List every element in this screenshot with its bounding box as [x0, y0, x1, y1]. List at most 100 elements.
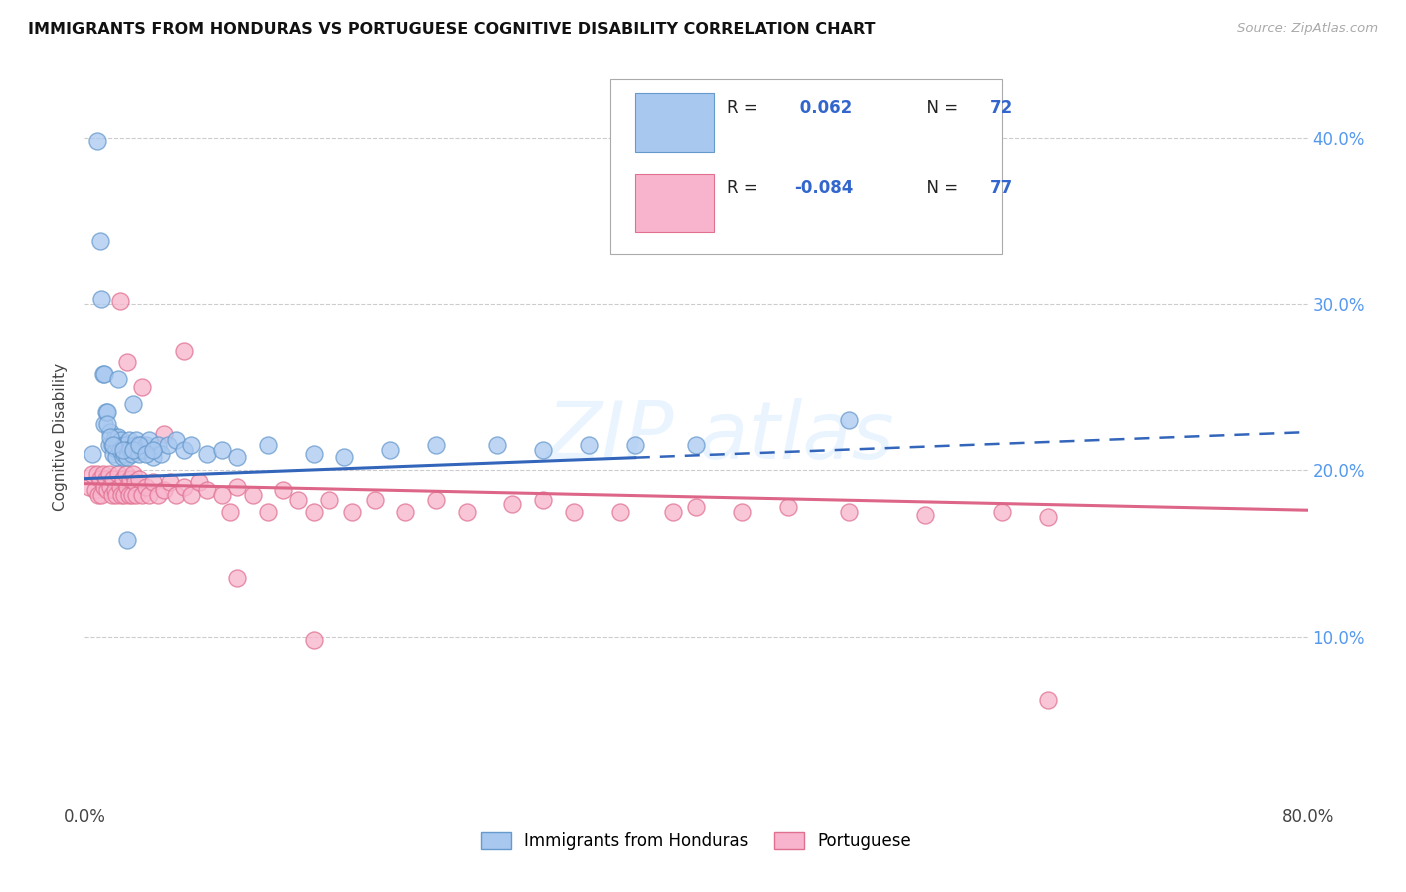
Point: [98, 480, 121, 494]
Point: [149, 447, 172, 461]
Point: [662, 505, 685, 519]
Point: [103, 472, 125, 486]
Point: [502, 497, 524, 511]
Point: [105, 488, 128, 502]
Point: [122, 443, 145, 458]
Point: [98, 425, 121, 439]
Point: [114, 438, 136, 452]
Point: [562, 505, 585, 519]
Point: [157, 438, 180, 452]
Point: [165, 488, 187, 502]
Point: [105, 442, 128, 456]
Point: [115, 533, 138, 548]
Point: [195, 483, 218, 498]
Point: [108, 443, 131, 458]
FancyBboxPatch shape: [636, 94, 714, 152]
Text: 72: 72: [990, 99, 1012, 117]
Point: [153, 426, 176, 441]
Point: [211, 443, 233, 458]
Point: [131, 380, 153, 394]
Point: [122, 467, 145, 481]
Point: [226, 571, 249, 585]
Text: 77: 77: [990, 179, 1012, 197]
Point: [110, 434, 132, 448]
Legend: Immigrants from Honduras, Portuguese: Immigrants from Honduras, Portuguese: [474, 825, 918, 856]
Point: [90, 488, 112, 502]
Point: [257, 438, 280, 452]
Point: [531, 443, 554, 458]
Point: [226, 450, 249, 464]
Point: [97, 438, 120, 452]
Point: [333, 450, 356, 464]
Point: [115, 480, 138, 494]
Point: [609, 505, 631, 519]
Point: [838, 505, 860, 519]
Point: [112, 438, 135, 452]
Point: [101, 488, 124, 502]
Point: [394, 505, 416, 519]
Text: R =: R =: [727, 99, 762, 117]
Point: [340, 505, 363, 519]
Point: [991, 505, 1014, 519]
Point: [93, 417, 115, 431]
Point: [226, 480, 249, 494]
Point: [89, 472, 111, 486]
Point: [112, 488, 135, 502]
Point: [380, 443, 402, 458]
Point: [531, 493, 554, 508]
Point: [125, 434, 148, 448]
Point: [96, 405, 118, 419]
Point: [242, 488, 264, 502]
Point: [121, 488, 143, 502]
Point: [90, 292, 112, 306]
Point: [122, 397, 145, 411]
Point: [87, 488, 110, 502]
Point: [364, 493, 387, 508]
Point: [115, 443, 138, 458]
Point: [97, 467, 120, 481]
Point: [135, 438, 157, 452]
Point: [105, 450, 128, 464]
Point: [218, 505, 240, 519]
Point: [146, 488, 169, 502]
Point: [120, 442, 142, 456]
Point: [142, 475, 165, 489]
Point: [211, 488, 233, 502]
Point: [96, 483, 118, 498]
Point: [302, 447, 325, 461]
Point: [287, 493, 309, 508]
Point: [146, 438, 169, 452]
Point: [125, 488, 148, 502]
Point: [188, 475, 211, 489]
Text: Source: ZipAtlas.com: Source: ZipAtlas.com: [1237, 22, 1378, 36]
Point: [96, 417, 118, 431]
Point: [124, 475, 146, 489]
Point: [124, 438, 146, 452]
Point: [103, 438, 125, 452]
Point: [77, 480, 100, 494]
Point: [127, 443, 149, 458]
Point: [107, 467, 129, 481]
Point: [318, 493, 340, 508]
Point: [173, 443, 195, 458]
Point: [624, 438, 647, 452]
Point: [111, 472, 134, 486]
Y-axis label: Cognitive Disability: Cognitive Disability: [53, 363, 69, 511]
Point: [131, 443, 153, 458]
Point: [94, 405, 117, 419]
Point: [111, 438, 134, 452]
Point: [257, 505, 280, 519]
Point: [142, 450, 165, 464]
Point: [838, 413, 860, 427]
Point: [685, 500, 707, 514]
Point: [425, 438, 447, 452]
Point: [93, 367, 115, 381]
Point: [107, 438, 129, 452]
Point: [91, 367, 114, 381]
Point: [131, 488, 153, 502]
Point: [107, 372, 129, 386]
Point: [173, 480, 195, 494]
Point: [1036, 692, 1059, 706]
Text: ZIP atlas: ZIP atlas: [547, 398, 894, 476]
Point: [180, 438, 202, 452]
